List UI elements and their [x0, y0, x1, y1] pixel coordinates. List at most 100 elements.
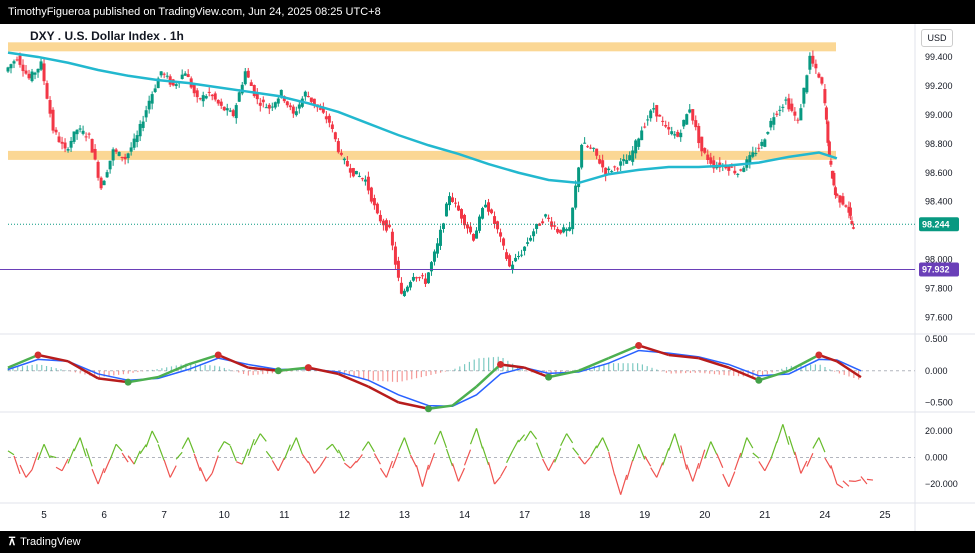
momentum-segment [361, 441, 369, 451]
macd-fast-segment [248, 366, 279, 373]
candle-body [634, 140, 638, 154]
candle-body [411, 276, 415, 281]
macd-histogram-bar [838, 370, 841, 374]
macd-histogram-bar [435, 370, 437, 374]
candle-body [535, 223, 539, 229]
macd-histogram-bar [608, 363, 610, 371]
macd-histogram-bar [632, 363, 634, 371]
candle-body [438, 229, 442, 246]
momentum-segment [848, 480, 855, 483]
macd-histogram-bar [834, 370, 836, 372]
candle-body [694, 120, 698, 128]
candle-body [273, 102, 277, 108]
candle-body [453, 202, 457, 204]
macd-histogram-bar [348, 370, 350, 377]
candle-body [760, 141, 764, 146]
momentum-segment [283, 444, 291, 460]
price-tick-label: 97.600 [925, 313, 953, 323]
candle-body [399, 282, 403, 294]
candle-body [306, 96, 310, 98]
price-tick-label: 98.600 [925, 168, 953, 178]
momentum-segment [590, 445, 598, 457]
candle-body [135, 135, 139, 143]
candle-body [664, 124, 668, 127]
momentum-segment [842, 480, 850, 487]
macd-histogram-bar [415, 370, 418, 379]
moving-average-line [7, 51, 838, 185]
momentum-segment [800, 460, 808, 474]
macd-histogram-bar [771, 370, 773, 373]
candle-body [592, 147, 596, 149]
candle-body [99, 177, 103, 189]
candle-body [763, 139, 767, 147]
candle-body [580, 144, 584, 168]
candle-body [523, 246, 527, 251]
momentum-segment [463, 449, 472, 466]
candle-body [390, 231, 394, 246]
macd-histogram-bar [516, 366, 519, 371]
momentum-segment [421, 464, 430, 487]
macd-histogram-bar [444, 370, 446, 372]
macd-cross-dot [274, 367, 282, 375]
macd-cross-dot [214, 351, 222, 359]
macd-histogram-bar [190, 363, 192, 371]
candle-body [772, 117, 776, 125]
macd-histogram-bar [69, 370, 72, 372]
tradingview-logo[interactable]: ⊼ TradingView [8, 531, 81, 553]
publisher-bar: TimothyFigueroa published on TradingView… [0, 0, 975, 24]
candle-body [252, 85, 256, 97]
macd-tick-label: 0.500 [925, 334, 948, 344]
publisher-text: TimothyFigueroa published on TradingView… [8, 6, 381, 18]
momentum-segment [614, 474, 622, 495]
momentum-segment [445, 448, 454, 467]
momentum-segment [506, 450, 514, 464]
candle-body [366, 176, 370, 191]
momentum-segment [794, 451, 802, 474]
candle-body [165, 75, 169, 77]
zone-resistance [8, 42, 836, 52]
momentum-segment [91, 468, 99, 485]
candle-body [279, 89, 283, 97]
macd-histogram-bar [26, 365, 28, 371]
momentum-segment [487, 462, 496, 485]
macd-fast-segment [97, 377, 129, 384]
candle-body [646, 119, 650, 121]
macd-histogram-bar [603, 364, 605, 371]
candle-body [384, 220, 388, 231]
candle-body [754, 153, 758, 155]
marker-price-badge [919, 262, 959, 277]
candle-body [712, 160, 716, 169]
momentum-segment [109, 444, 117, 460]
candle-body [375, 203, 379, 214]
momentum-segment [115, 443, 123, 452]
momentum-segment [854, 479, 862, 482]
momentum-segment [247, 439, 255, 456]
candle-body [351, 168, 355, 177]
macd-histogram-bar [488, 357, 490, 371]
momentum-segment [397, 437, 405, 452]
candle-body [345, 160, 349, 167]
candle-body [847, 206, 851, 213]
candle-body [66, 149, 70, 151]
macd-cross-dot [545, 373, 553, 381]
macd-histogram-bar [689, 370, 692, 373]
currency-button[interactable]: USD [921, 29, 953, 47]
candle-body [487, 202, 491, 212]
candle-body [63, 142, 67, 149]
macd-histogram-bar [651, 367, 653, 371]
momentum-segment [770, 441, 778, 460]
candle-body [24, 70, 28, 74]
candle-body [420, 275, 424, 277]
candle-body [649, 110, 653, 119]
candle-body [748, 155, 752, 165]
candle-body [210, 94, 214, 97]
candle-body [469, 226, 473, 233]
candle-body [824, 107, 828, 120]
macd-fast-segment [451, 385, 478, 407]
time-tick-label: 11 [279, 510, 290, 521]
macd-histogram-bar [766, 370, 768, 375]
momentum-segment [145, 430, 153, 448]
tv-logo-icon: ⊼ [8, 536, 17, 548]
momentum-segment [457, 467, 466, 482]
